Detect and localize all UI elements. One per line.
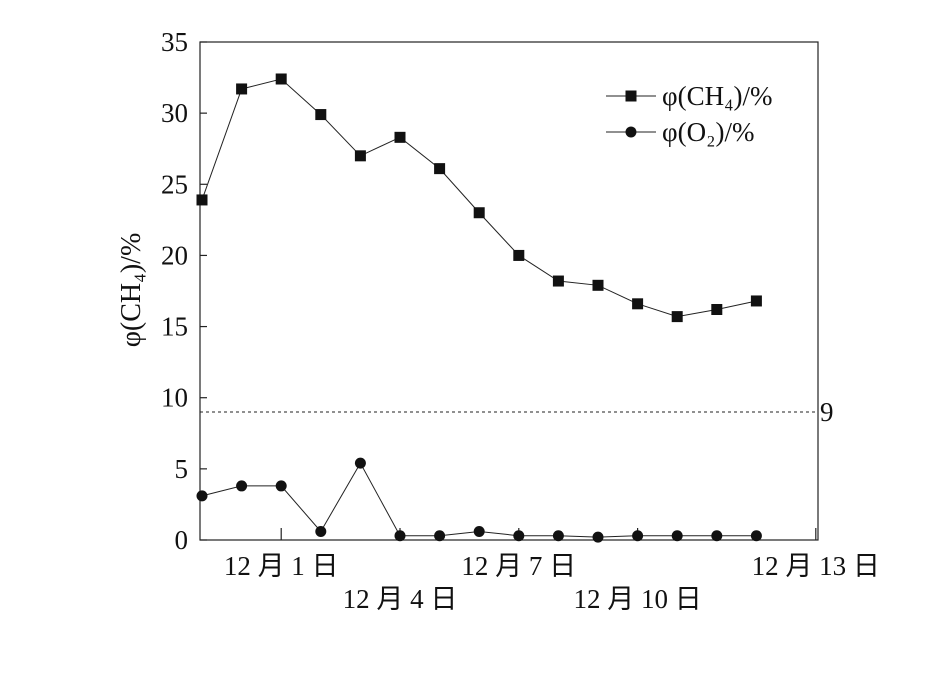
data-point-ch4 — [236, 83, 248, 95]
x-tick-label: 12 月 4 日 — [343, 584, 458, 614]
data-point-ch4 — [473, 207, 485, 219]
y-tick-label: 35 — [161, 27, 188, 57]
y-tick-label: 15 — [161, 312, 188, 342]
data-point-o2 — [513, 530, 525, 542]
data-point-o2 — [711, 530, 723, 542]
data-point-o2 — [275, 480, 287, 492]
y-axis-label: φ(CH₄)/% — [116, 233, 147, 348]
data-point-o2 — [394, 530, 406, 542]
data-point-ch4 — [354, 150, 366, 162]
y-tick-label: 5 — [175, 454, 189, 484]
x-axis: 12 月 1 日12 月 4 日12 月 7 日12 月 10 日 12 月 13… — [224, 528, 880, 614]
y-tick-label: 30 — [161, 98, 188, 128]
data-point-ch4 — [592, 279, 604, 291]
data-point-o2 — [434, 530, 446, 542]
data-point-ch4 — [434, 163, 446, 175]
data-point-ch4 — [711, 303, 723, 315]
y-tick-label: 10 — [161, 383, 188, 413]
data-point-ch4 — [196, 194, 208, 206]
reference-line-group: 9 — [200, 397, 834, 427]
data-point-o2 — [236, 480, 248, 492]
legend: φ(CH₄)/% φ(O₂)/% — [606, 81, 772, 147]
data-point-ch4 — [632, 298, 644, 310]
data-point-o2 — [592, 531, 604, 543]
legend-label: φ(CH₄)/% — [662, 81, 772, 111]
data-point-o2 — [196, 490, 208, 502]
x-tick-label: 12 月 7 日 — [461, 551, 576, 581]
legend-label: φ(O₂)/% — [662, 117, 754, 147]
x-tick-label: 12 月 13 日 — [752, 551, 880, 581]
legend-marker-circle — [625, 126, 637, 138]
data-point-o2 — [671, 530, 683, 542]
y-tick-label: 25 — [161, 169, 188, 199]
y-tick-label: 0 — [175, 525, 189, 555]
data-point-ch4 — [750, 295, 762, 307]
data-point-o2 — [750, 530, 762, 542]
series-line-ch4 — [201, 78, 757, 318]
x-tick-label: 12 月 1 日 — [224, 551, 339, 581]
reference-line-label: 9 — [820, 397, 834, 427]
data-point-o2 — [552, 530, 564, 542]
data-point-ch4 — [394, 131, 406, 143]
data-point-o2 — [354, 457, 366, 469]
data-point-ch4 — [275, 73, 287, 85]
data-point-ch4 — [671, 311, 683, 323]
data-point-o2 — [473, 525, 485, 537]
plot-frame — [199, 41, 819, 541]
data-point-ch4 — [552, 275, 564, 287]
y-axis: 0 5 10 15 20 25 30 35 — [161, 27, 207, 555]
legend-marker-square — [625, 90, 637, 102]
data-point-ch4 — [513, 249, 525, 261]
y-tick-label: 20 — [161, 240, 188, 270]
series-group — [196, 73, 762, 543]
x-tick-label: 12 月 10 日 — [573, 584, 701, 614]
plot-border — [199, 41, 819, 541]
data-point-o2 — [632, 530, 644, 542]
data-point-ch4 — [315, 109, 327, 121]
data-point-o2 — [315, 525, 327, 537]
